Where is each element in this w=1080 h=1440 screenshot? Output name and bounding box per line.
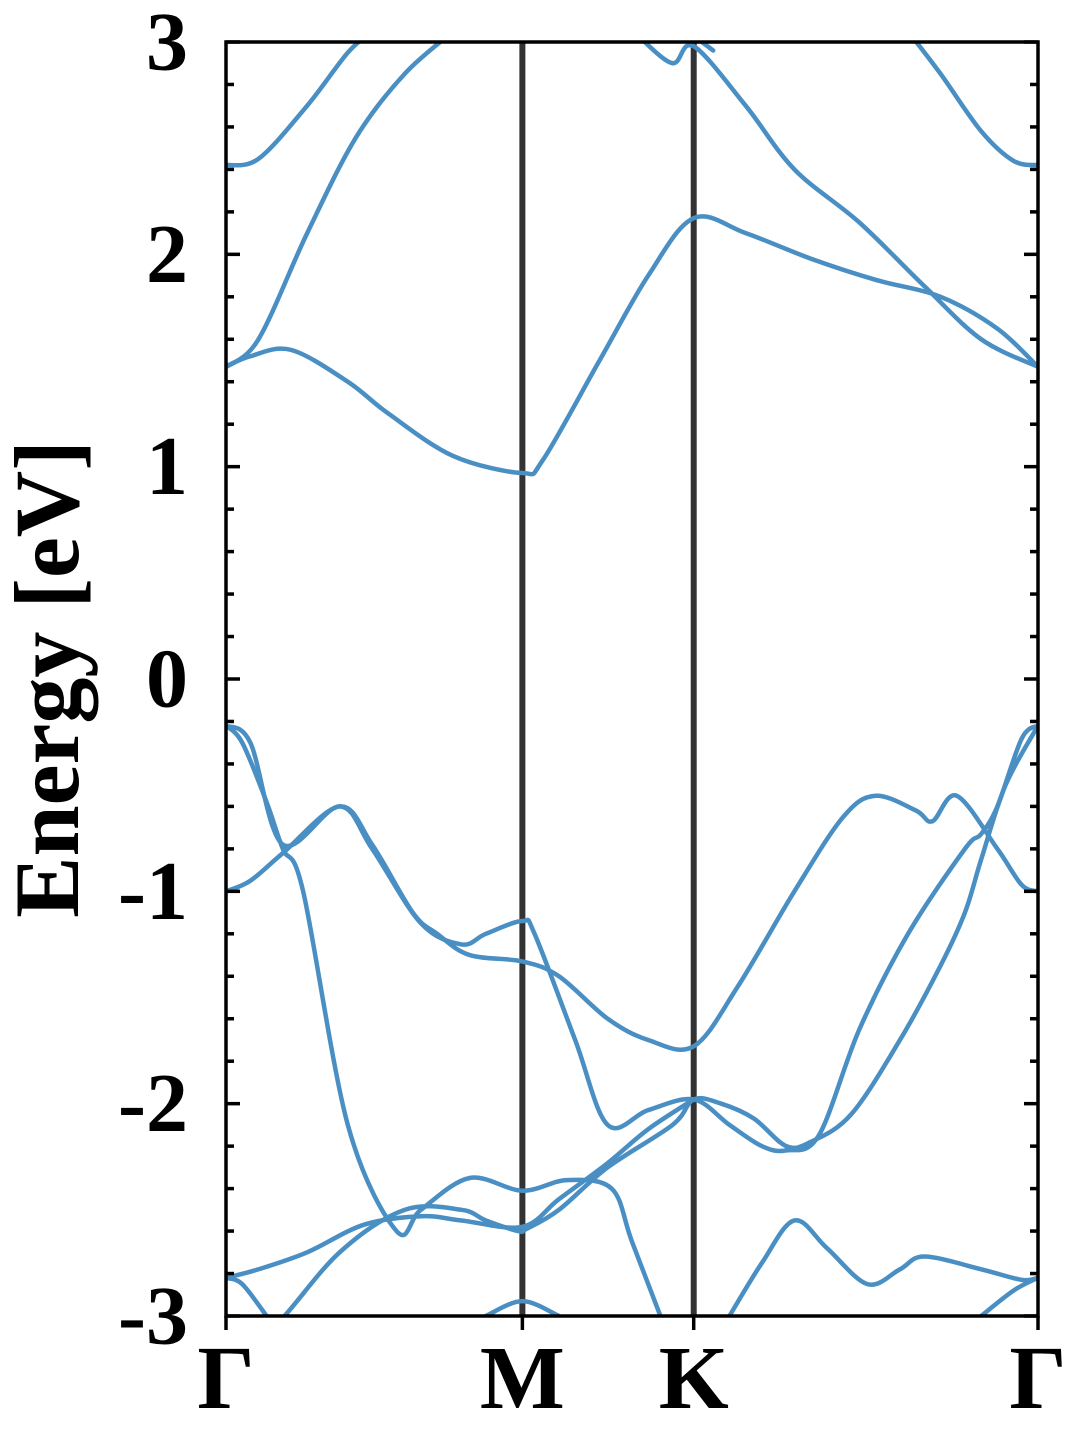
x-tick-label: K bbox=[659, 1329, 729, 1428]
band-line bbox=[226, 723, 1038, 1154]
band-line bbox=[226, 793, 1038, 1052]
y-axis-ticks: -3 -2 -1 0 1 2 3 bbox=[118, 0, 1038, 1363]
band-line bbox=[281, 723, 1038, 1316]
x-tick-label: Γ bbox=[1009, 1329, 1066, 1428]
band-line bbox=[226, 1275, 269, 1316]
band-line bbox=[727, 1218, 1038, 1316]
band-line bbox=[697, 42, 716, 53]
y-tick-label: -3 bbox=[118, 1270, 188, 1363]
band-line bbox=[226, 42, 363, 168]
y-tick-label: 2 bbox=[146, 208, 188, 301]
band-line bbox=[226, 214, 1038, 477]
y-tick-label: 0 bbox=[146, 633, 188, 726]
band-line bbox=[226, 42, 444, 370]
y-tick-label: -1 bbox=[118, 845, 188, 938]
y-tick-label: 3 bbox=[146, 0, 188, 89]
y-tick-label: 1 bbox=[146, 420, 188, 513]
band-line bbox=[913, 42, 1038, 168]
band-line bbox=[978, 1275, 1038, 1316]
kpoint-lines bbox=[519, 42, 697, 1316]
band-line bbox=[641, 42, 1038, 370]
band-lines bbox=[226, 42, 1038, 1316]
y-axis-title: Energy [eV] bbox=[0, 440, 98, 918]
band-line bbox=[226, 1097, 696, 1281]
x-tick-label: M bbox=[480, 1329, 565, 1428]
band-line bbox=[226, 723, 663, 1316]
band-line bbox=[483, 1298, 562, 1316]
y-tick-label: -2 bbox=[118, 1057, 188, 1150]
x-tick-label: Γ bbox=[197, 1329, 254, 1428]
